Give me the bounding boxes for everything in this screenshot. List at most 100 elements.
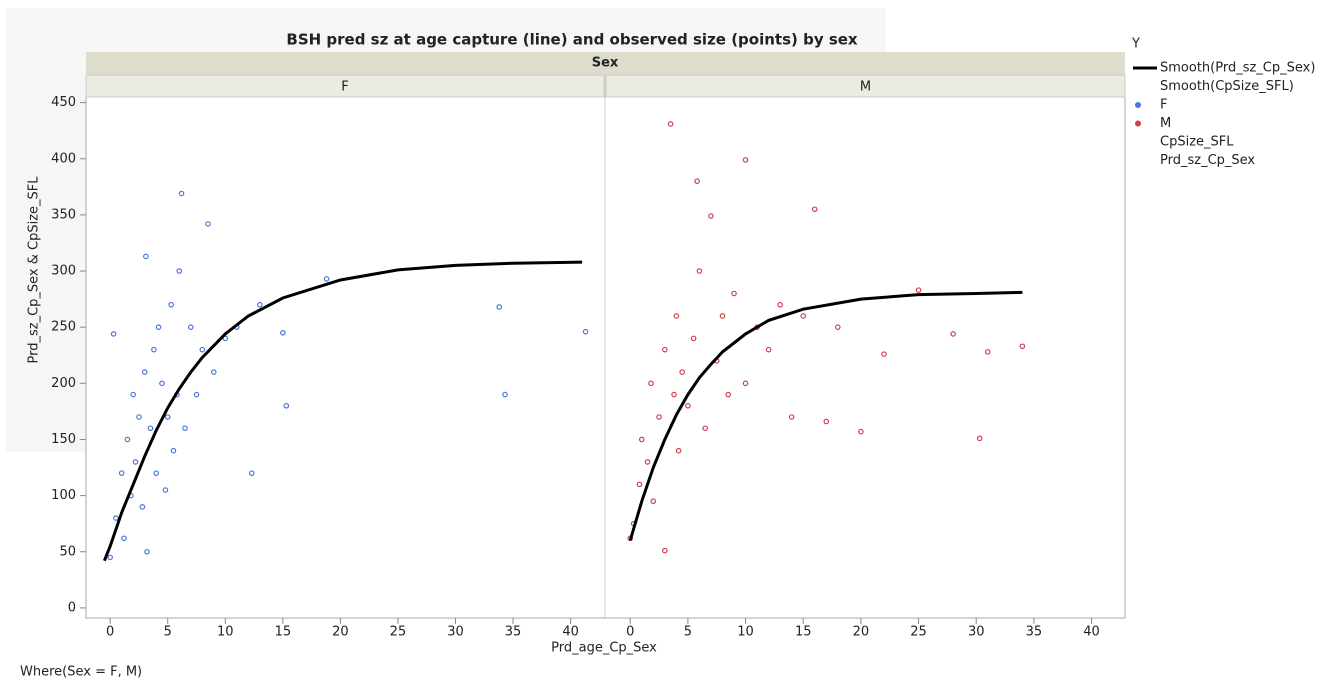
point (731, 290, 737, 297)
y-tick-label: 0 (68, 600, 76, 615)
point (648, 380, 654, 387)
point (199, 346, 206, 353)
point (685, 402, 691, 409)
legend-entry: CpSize_SFL (1160, 135, 1234, 150)
point (187, 324, 194, 330)
y-tick-label: 150 (51, 432, 76, 447)
point (147, 425, 154, 432)
point (496, 304, 503, 310)
point (638, 436, 645, 443)
point (650, 498, 657, 505)
point (280, 329, 286, 336)
point (121, 535, 127, 542)
point (811, 206, 818, 213)
point (141, 369, 148, 375)
point (257, 301, 263, 308)
point (742, 380, 749, 387)
y-tick-label: 50 (59, 544, 76, 559)
y-tick-label: 400 (51, 151, 76, 166)
x-tick-label: 15 (795, 625, 812, 640)
point (210, 369, 217, 375)
point (1019, 343, 1026, 350)
point (164, 414, 171, 420)
point (502, 391, 508, 398)
point (136, 414, 142, 420)
point (719, 313, 726, 319)
x-tick-label: 20 (332, 625, 349, 640)
chart-title: BSH pred sz at age capture (line) and ob… (286, 31, 858, 49)
point (858, 428, 864, 435)
x-tick-label: 10 (737, 625, 754, 640)
y-tick-label: 250 (51, 320, 76, 335)
legend-entry: Smooth(CpSize_SFL) (1160, 79, 1294, 94)
legend-dot (1135, 120, 1141, 127)
point (107, 554, 113, 561)
point (694, 178, 700, 185)
point (662, 547, 668, 554)
legend-entry: M (1160, 116, 1171, 131)
point (742, 157, 749, 163)
point (162, 487, 169, 493)
legend-entry: Prd_sz_Cp_Sex (1160, 153, 1255, 168)
point (222, 335, 229, 342)
point (118, 470, 125, 476)
point (679, 369, 685, 375)
legend-entry: Smooth(Prd_sz_Cp_Sex) (1160, 61, 1315, 76)
x-tick-label: 20 (853, 625, 870, 640)
point (835, 324, 841, 330)
point (182, 425, 188, 432)
point (708, 213, 714, 219)
facet-label: Sex (592, 56, 619, 71)
point (323, 276, 330, 282)
x-tick-label: 40 (1083, 625, 1100, 640)
panel-header (85, 74, 605, 98)
point (159, 380, 165, 387)
point (178, 190, 185, 197)
point (144, 548, 150, 555)
point (950, 331, 956, 337)
smooth-line (628, 290, 1023, 541)
point (132, 459, 139, 465)
point (788, 414, 795, 420)
point (725, 391, 732, 398)
x-tick-label: 5 (164, 625, 172, 640)
point (702, 425, 708, 432)
point (143, 253, 149, 260)
point (124, 436, 131, 443)
point (696, 268, 703, 274)
point (823, 418, 830, 425)
x-tick-label: 35 (505, 625, 522, 640)
point (777, 301, 783, 308)
point (130, 391, 136, 398)
smooth-line (103, 260, 583, 562)
y-tick-label: 200 (51, 376, 76, 391)
point (675, 447, 682, 454)
point (673, 313, 680, 319)
point (153, 470, 160, 476)
y-tick-label: 350 (51, 207, 76, 222)
x-tick-label: 0 (106, 625, 114, 640)
point (168, 301, 174, 308)
point (193, 391, 200, 398)
point (662, 346, 668, 353)
point (656, 414, 662, 420)
point (151, 346, 157, 353)
point (765, 346, 772, 353)
legend-title: Y (1131, 37, 1140, 52)
y-tick-label: 450 (51, 95, 76, 110)
x-tick-label: 25 (910, 625, 927, 640)
point (881, 351, 887, 357)
panel-label: F (341, 80, 348, 95)
legend-dot (1135, 102, 1141, 108)
y-tick-label: 300 (51, 264, 76, 279)
panel-header (605, 74, 1126, 98)
x-tick-label: 0 (626, 625, 634, 640)
y-axis-label: Prd_sz_Cp_Sex & CpSize_SFL (27, 176, 42, 364)
facet-header (86, 52, 1125, 75)
point (248, 470, 255, 476)
point (636, 481, 643, 488)
footnote: Where(Sex = F, M) (20, 665, 142, 680)
point (205, 221, 211, 227)
x-tick-label: 40 (562, 625, 579, 640)
